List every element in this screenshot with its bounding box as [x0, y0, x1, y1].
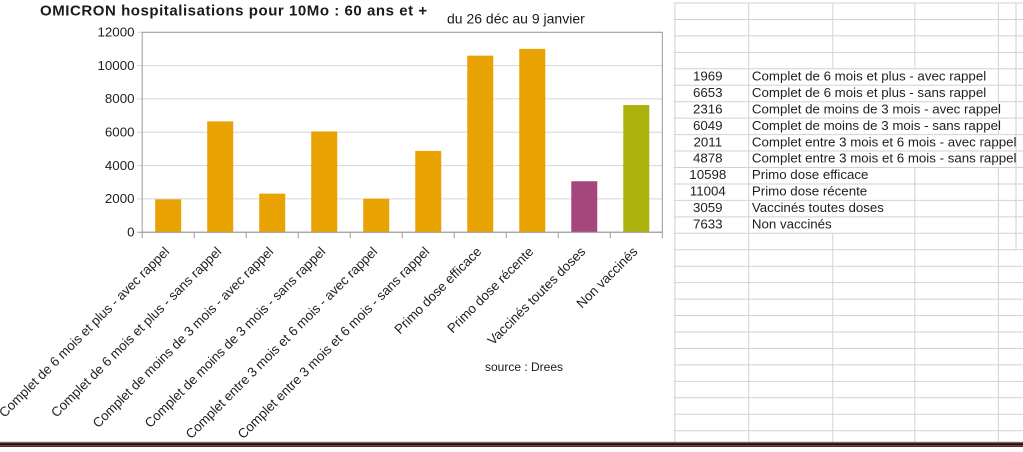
svg-text:2316: 2316	[693, 101, 723, 116]
svg-text:Non vaccinés: Non vaccinés	[752, 217, 832, 232]
svg-text:Primo dose récente: Primo dose récente	[752, 184, 867, 199]
svg-text:6000: 6000	[105, 124, 135, 139]
svg-text:Vaccinés toutes doses: Vaccinés toutes doses	[752, 200, 884, 215]
svg-text:Complet de 6 mois et plus - av: Complet de 6 mois et plus - avec rappel	[752, 68, 986, 83]
svg-text:11004: 11004	[690, 184, 726, 199]
svg-text:6049: 6049	[693, 118, 723, 133]
svg-text:1969: 1969	[693, 68, 723, 83]
svg-text:4000: 4000	[105, 158, 135, 173]
svg-text:Complet entre 3 mois et 6 mois: Complet entre 3 mois et 6 mois - avec ra…	[752, 134, 1017, 149]
svg-text:Complet de 6 mois et plus - sa: Complet de 6 mois et plus - sans rappel	[752, 85, 986, 100]
svg-text:2000: 2000	[105, 191, 135, 206]
svg-text:6653: 6653	[693, 85, 723, 100]
svg-text:Primo dose efficace: Primo dose efficace	[752, 167, 869, 182]
svg-text:2011: 2011	[694, 134, 723, 149]
svg-text:3059: 3059	[693, 200, 723, 215]
svg-text:8000: 8000	[105, 91, 135, 106]
svg-text:du 26 déc au 9 janvier: du 26 déc au 9 janvier	[447, 10, 585, 26]
svg-text:4878: 4878	[693, 151, 723, 166]
svg-text:7633: 7633	[693, 217, 723, 232]
svg-text:10000: 10000	[98, 58, 135, 73]
svg-text:Complet de moins de 3 mois - s: Complet de moins de 3 mois - sans rappel	[752, 118, 1001, 133]
svg-text:0: 0	[127, 224, 134, 239]
svg-text:Complet entre 3 mois et 6 mois: Complet entre 3 mois et 6 mois - sans ra…	[752, 151, 1017, 166]
svg-text:10598: 10598	[689, 167, 726, 182]
svg-text:source : Drees: source : Drees	[485, 360, 563, 374]
svg-text:Complet de moins de 3 mois - a: Complet de moins de 3 mois - avec rappel	[752, 101, 1001, 116]
svg-text:12000: 12000	[98, 25, 135, 40]
svg-text:OMICRON hospitalisations pour: OMICRON hospitalisations pour 10Mo : 60 …	[40, 2, 428, 19]
